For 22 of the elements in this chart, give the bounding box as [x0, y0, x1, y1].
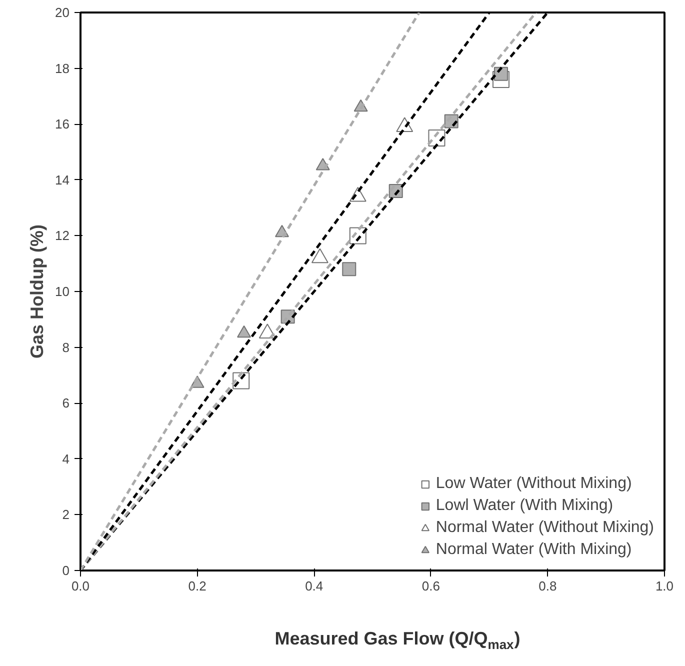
y-tick-label: 14 [55, 172, 70, 188]
y-tick-label: 6 [62, 396, 70, 411]
y-axis-title: Gas Holdup (%) [27, 224, 48, 358]
legend-label: Lowl Water (With Mixing) [436, 497, 614, 515]
y-tick-label: 16 [55, 116, 70, 132]
y-tick-label: 10 [55, 284, 70, 299]
y-tick-label: 0 [62, 563, 70, 578]
y-tick-label: 2 [62, 507, 70, 522]
legend-label: Normal Water (Without Mixing) [436, 519, 654, 537]
legend-label: Low Water (Without Mixing) [436, 475, 632, 493]
y-tick-label: 18 [55, 60, 70, 76]
legend-label: Normal Water (With Mixing) [436, 541, 632, 559]
y-tick-label: 8 [62, 340, 70, 355]
y-tick-label: 12 [55, 228, 70, 244]
y-tick-label: 4 [62, 451, 70, 466]
y-tick-label: 20 [55, 5, 70, 20]
x-tick-label: 0.2 [188, 578, 206, 594]
x-tick-label: 0.6 [422, 578, 440, 594]
x-tick-label: 0.8 [538, 578, 557, 594]
x-tick-label: 1.0 [655, 578, 674, 594]
x-tick-label: 0.4 [305, 578, 324, 594]
x-tick-label: 0.0 [71, 578, 90, 594]
